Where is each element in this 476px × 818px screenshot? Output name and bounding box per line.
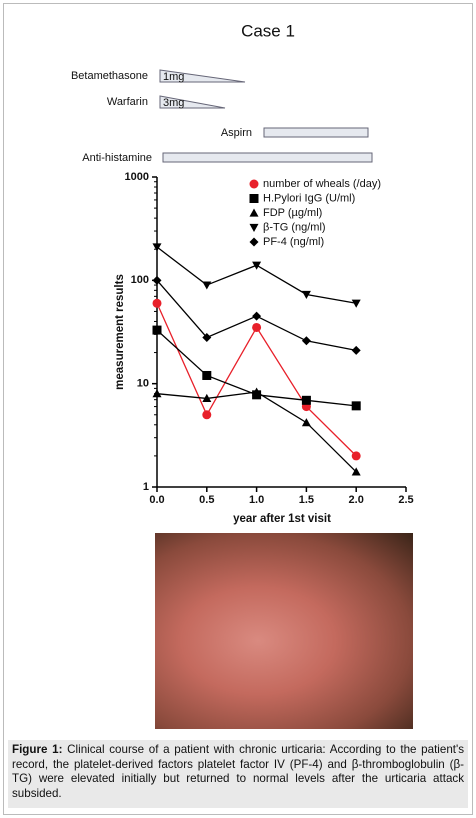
treatment-label: Aspirn bbox=[221, 127, 252, 139]
legend-marker bbox=[249, 237, 259, 247]
x-tick-label: 0.5 bbox=[199, 494, 214, 506]
data-point bbox=[301, 290, 311, 299]
data-point bbox=[152, 389, 162, 398]
treatment-bar bbox=[263, 127, 369, 138]
data-point bbox=[351, 467, 361, 476]
data-point bbox=[152, 275, 162, 285]
data-point bbox=[202, 410, 212, 420]
caption: Figure 1: Clinical course of a patient w… bbox=[8, 740, 468, 808]
legend-marker bbox=[249, 194, 259, 203]
y-tick-label: 100 bbox=[131, 274, 149, 286]
chart-title: Case 1 bbox=[241, 21, 295, 40]
legend-marker bbox=[249, 223, 259, 232]
legend-label: β-TG (ng/ml) bbox=[263, 221, 326, 233]
x-axis-label: year after 1st visit bbox=[233, 513, 331, 525]
y-tick-label: 10 bbox=[137, 378, 149, 390]
data-point bbox=[301, 418, 311, 427]
treatment-wedge bbox=[159, 69, 246, 83]
series-line bbox=[156, 391, 357, 473]
legend-label: H.Pylori IgG (U/ml) bbox=[263, 192, 355, 204]
x-tick-label: 0.0 bbox=[149, 494, 164, 506]
data-point bbox=[152, 325, 162, 335]
x-tick-label: 1.5 bbox=[299, 494, 314, 506]
treatment-dose: 3mg bbox=[163, 97, 184, 109]
data-point bbox=[351, 299, 361, 308]
treatment-wedge bbox=[159, 95, 226, 109]
outer-frame bbox=[3, 3, 473, 815]
data-point bbox=[351, 451, 361, 461]
data-point bbox=[301, 395, 311, 405]
y-tick-label: 1000 bbox=[125, 171, 149, 183]
legend-label: number of wheals (/day) bbox=[263, 178, 381, 190]
data-point bbox=[252, 261, 262, 270]
treatment-label: Anti-histamine bbox=[82, 152, 152, 164]
data-point bbox=[202, 281, 212, 290]
data-point bbox=[351, 345, 361, 355]
x-tick-label: 2.5 bbox=[398, 494, 413, 506]
caption-label: Figure 1: bbox=[12, 743, 63, 756]
legend-label: FDP (µg/ml) bbox=[263, 207, 322, 219]
caption-text: Clinical course of a patient with chroni… bbox=[12, 743, 464, 800]
legend-label: PF-4 (ng/ml) bbox=[263, 236, 324, 248]
data-point bbox=[152, 298, 162, 308]
data-point bbox=[351, 401, 361, 411]
data-point bbox=[252, 311, 262, 321]
y-tick-label: 1 bbox=[143, 481, 149, 493]
treatment-label: Warfarin bbox=[107, 96, 148, 108]
legend-marker bbox=[249, 179, 259, 189]
data-point bbox=[301, 336, 311, 346]
x-tick-label: 2.0 bbox=[349, 494, 364, 506]
treatment-bar bbox=[162, 152, 373, 163]
series-line bbox=[156, 246, 357, 304]
treatment-dose: 1mg bbox=[163, 71, 184, 83]
photo bbox=[155, 533, 413, 729]
data-point bbox=[252, 322, 262, 332]
y-axis-label: measurement results bbox=[114, 274, 126, 390]
x-tick-label: 1.0 bbox=[249, 494, 264, 506]
data-point bbox=[202, 393, 212, 403]
data-point bbox=[202, 370, 212, 380]
data-point bbox=[152, 243, 162, 252]
data-point bbox=[202, 332, 212, 342]
legend-marker bbox=[249, 208, 259, 217]
data-point bbox=[252, 387, 262, 396]
treatment-label: Betamethasone bbox=[71, 70, 148, 82]
